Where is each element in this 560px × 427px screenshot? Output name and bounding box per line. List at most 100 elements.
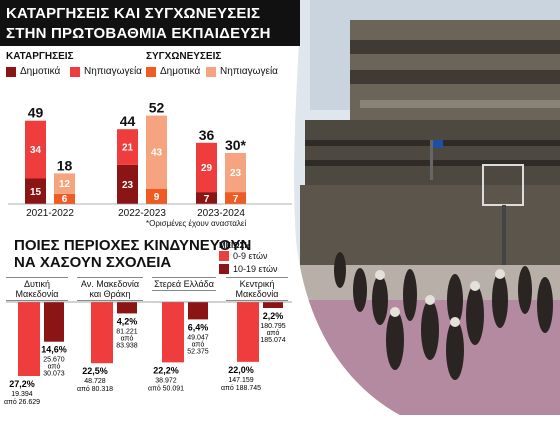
legend-swatch <box>146 66 156 77</box>
bar-detail-label: 83.938 <box>116 342 138 349</box>
title-band: ΚΑΤΑΡΓΗΣΕΙΣ ΚΑΙ ΣΥΓΧΩΝΕΥΣΕΙΣ ΣΤΗΝ ΠΡΩΤΟΒ… <box>0 0 300 46</box>
bar-0-9 <box>162 302 184 363</box>
bar-10-19 <box>44 302 64 342</box>
region-name: Κεντρική Μακεδονία <box>235 279 279 299</box>
bar-total-label: 52 <box>149 100 165 116</box>
section-closures-heading: ΚΑΤΑΡΓΗΣΕΙΣ <box>6 51 74 62</box>
bar-detail-label: από 80.318 <box>77 385 113 393</box>
bar-detail-label: 25.670 <box>43 357 65 364</box>
footnote: *Ορισμένες έχουν ανασταλεί <box>146 219 247 228</box>
legend-swatch <box>206 66 216 77</box>
region-header: Κεντρική Μακεδονία <box>226 277 288 301</box>
bar-0-9 <box>91 302 113 364</box>
region-header: Αν. Μακεδονία και Θράκη <box>77 277 143 301</box>
bar-close-nipiagogeia <box>196 142 217 193</box>
bar-detail-label: 38.972 <box>155 377 177 384</box>
bar-merge-dimotika <box>54 193 75 204</box>
x-tick-label: 2021-2022 <box>26 208 74 219</box>
bar-value-label: 14,6% <box>41 345 67 355</box>
bar-total-label: 18 <box>57 157 73 173</box>
bar-value-label: 15 <box>30 187 42 198</box>
bar-value-label: 34 <box>30 145 42 156</box>
bar-merge-dimotika <box>225 192 246 204</box>
bar-value-label: 29 <box>201 163 213 174</box>
legend-label: 0-9 ετών <box>233 251 268 261</box>
bar-detail-label: από <box>48 363 61 371</box>
legend-swatch <box>6 66 16 77</box>
bar-detail-label: από 188.745 <box>221 384 261 392</box>
bar-total-label: 49 <box>28 105 44 121</box>
page-title: ΚΑΤΑΡΓΗΣΕΙΣ ΚΑΙ ΣΥΓΧΩΝΕΥΣΕΙΣ <box>6 5 261 22</box>
bar-detail-label: 147.159 <box>228 377 253 384</box>
bar-merge-nipiagogeia <box>225 153 246 193</box>
bar-10-19 <box>263 302 283 308</box>
legend-swatch <box>219 264 229 274</box>
legend-label: Νηπιαγωγεία <box>220 66 278 77</box>
bar-close-dimotika <box>117 164 138 204</box>
region-name: Στερεά Ελλάδα <box>154 279 214 289</box>
legend-closures-nipiagogeia: Νηπιαγωγεία <box>70 66 142 77</box>
legend2-item-0-9: 0-9 ετών <box>219 251 267 261</box>
bar-detail-label: 49.047 <box>187 334 209 341</box>
bar-value-label: 23 <box>122 180 134 191</box>
chart2-title: ΠΟΙΕΣ ΠΕΡΙΟΧΕΣ ΚΙΝΔΥΝΕΥΟΥΝ <box>14 237 252 254</box>
bar-value-label: 7 <box>204 194 210 205</box>
chart2-subtitle: ΝΑ ΧΑΣΟΥΝ ΣΧΟΛΕΙΑ <box>14 254 172 271</box>
bar-detail-label: 19.394 <box>11 391 33 398</box>
bar-value-label: 6 <box>62 194 68 205</box>
legend-closures-dimotika: Δημοτικά <box>6 66 60 77</box>
bar-value-label: 21 <box>122 143 134 154</box>
bar-value-label: 22,0% <box>228 365 254 375</box>
bar-value-label: 22,2% <box>153 365 179 375</box>
bar-0-9 <box>237 302 259 362</box>
region-header: Στερεά Ελλάδα <box>152 277 216 291</box>
bar-merge-nipiagogeia <box>146 115 167 189</box>
region-header: Δυτική Μακεδονία <box>6 277 68 301</box>
closures-mergers-chart: 15 34 49 6 12 18 2021-2022 23 21 44 9 43 52 2022-2023… <box>8 100 292 219</box>
x-tick-label: 2023-2024 <box>197 208 245 219</box>
legend-swatch <box>219 251 229 261</box>
bar-total-label: 44 <box>120 113 136 129</box>
bar-total-label: 30* <box>225 137 247 153</box>
x-tick-label: 2022-2023 <box>118 208 166 219</box>
bar-detail-label: 185.074 <box>260 337 285 344</box>
bar-close-dimotika <box>25 178 46 204</box>
bar-value-label: 2,2% <box>263 311 284 321</box>
region-name: Αν. Μακεδονία και Θράκη <box>80 279 140 299</box>
region-name: Δυτική Μακεδονία <box>15 279 59 299</box>
bar-close-nipiagogeia <box>25 120 46 179</box>
legend-swatch <box>70 66 80 77</box>
bar-value-label: 12 <box>59 179 71 190</box>
bar-close-nipiagogeia <box>117 129 138 165</box>
legend-mergers-dimotika: Δημοτικά <box>146 66 200 77</box>
legend-label: Δημοτικά <box>160 66 201 77</box>
section-mergers-heading: ΣΥΓΧΩΝΕΥΣΕΙΣ <box>146 51 222 62</box>
legend-mergers-nipiagogeia: Νηπιαγωγεία <box>206 66 278 77</box>
bar-value-label: 22,5% <box>82 366 108 376</box>
bar-detail-label: 180.795 <box>260 323 285 330</box>
bar-value-label: 23 <box>230 168 242 179</box>
bar-merge-nipiagogeia <box>54 173 75 194</box>
bar-detail-label: 81.221 <box>116 328 138 335</box>
bar-value-label: 9 <box>154 192 160 203</box>
bar-merge-dimotika <box>146 188 167 204</box>
legend-label: Νηπιαγωγεία <box>84 66 142 77</box>
bar-detail-label: από <box>267 329 280 337</box>
page-subtitle: ΣΤΗΝ ΠΡΩΤΟΒΑΘΜΙΑ ΕΚΠΑΙΔΕΥΣΗ <box>6 25 271 42</box>
legend2-title: ΜΕΙΩΣΗ <box>219 241 251 250</box>
bar-detail-label: 30.073 <box>43 371 65 378</box>
bar-close-dimotika <box>196 192 217 204</box>
bar-total-label: 36 <box>199 127 215 143</box>
bar-detail-label: από 50.091 <box>148 384 184 392</box>
bar-detail-label: από <box>121 334 134 342</box>
bar-detail-label: 48.728 <box>84 378 106 385</box>
legend2-item-10-19: 10-19 ετών <box>219 264 278 274</box>
bar-10-19 <box>188 302 208 320</box>
bar-0-9 <box>18 302 40 376</box>
legend-label: Δημοτικά <box>20 66 61 77</box>
bar-value-label: 4,2% <box>117 316 138 326</box>
bar-value-label: 7 <box>233 194 239 205</box>
bar-value-label: 27,2% <box>9 379 35 389</box>
